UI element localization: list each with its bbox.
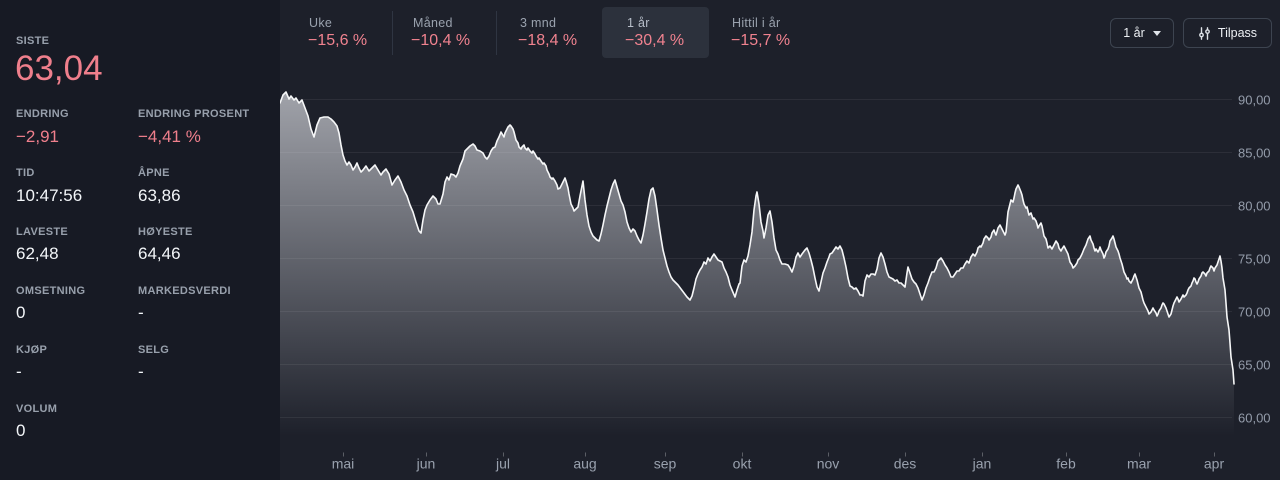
svg-text:des: des [894,456,917,472]
svg-text:mai: mai [332,456,355,472]
svg-text:65,00: 65,00 [1238,358,1271,373]
svg-text:70,00: 70,00 [1238,305,1271,320]
svg-text:80,00: 80,00 [1238,199,1271,214]
svg-text:75,00: 75,00 [1238,252,1271,267]
svg-text:90,00: 90,00 [1238,93,1271,108]
svg-text:nov: nov [817,456,840,472]
svg-text:jun: jun [416,456,436,472]
svg-text:85,00: 85,00 [1238,146,1271,161]
svg-text:jan: jan [972,456,992,472]
svg-text:mar: mar [1127,456,1151,472]
svg-text:60,00: 60,00 [1238,411,1271,426]
svg-text:jul: jul [495,456,510,472]
svg-text:okt: okt [733,456,752,472]
svg-text:sep: sep [654,456,677,472]
svg-text:feb: feb [1056,456,1076,472]
svg-text:aug: aug [573,456,596,472]
svg-text:apr: apr [1204,456,1225,472]
